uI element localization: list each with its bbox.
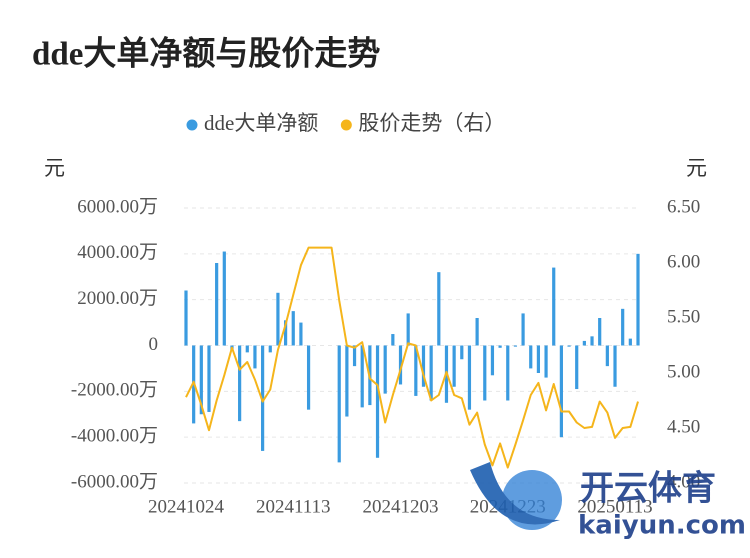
bar: [460, 345, 464, 360]
x-tick-label: 20241113: [256, 496, 331, 517]
x-tick-label: 20250113: [577, 496, 652, 517]
bar: [268, 345, 272, 353]
legend-label: 股价走势（右）: [358, 111, 505, 135]
y2-tick-label: 5.00: [667, 361, 700, 382]
bar: [215, 263, 219, 346]
legend-marker: [340, 119, 352, 131]
bar: [222, 251, 226, 346]
bar: [261, 345, 265, 451]
legend-label: dde大单净额: [204, 111, 318, 135]
chart-title: dde大单净额与股价走势: [32, 36, 380, 73]
legend: dde大单净额 股价走势（右）: [186, 111, 505, 135]
watermark-logo: [470, 462, 560, 525]
bar: [337, 345, 341, 463]
y2-tick-label: 6.50: [667, 196, 700, 217]
bar: [184, 290, 188, 346]
bar: [475, 318, 479, 346]
bar: [621, 308, 625, 346]
bar: [559, 345, 563, 438]
bar: [345, 345, 349, 417]
bar: [276, 292, 280, 346]
y2-tick-label: 6.00: [667, 251, 700, 272]
bar: [575, 345, 579, 390]
bar: [437, 272, 441, 346]
y-tick-label: -4000.00万: [71, 426, 158, 447]
bar: [299, 322, 303, 346]
watermark-site: kaiyun.com: [578, 511, 746, 541]
y-axis-label: 元: [44, 156, 65, 180]
bar: [391, 334, 395, 346]
bar: [414, 345, 418, 396]
bar: [199, 345, 203, 415]
x-tick-label: 20241024: [148, 496, 225, 517]
y2-axis-label: 元: [686, 156, 707, 180]
watermark: 开云体育 kaiyun.com: [470, 462, 746, 541]
bar: [490, 345, 495, 376]
bar: [406, 313, 410, 346]
bar: [452, 345, 456, 387]
bar: [552, 267, 556, 346]
bar: [628, 338, 632, 346]
bar: [238, 345, 242, 422]
bar: [421, 345, 426, 387]
watermark-brand: 开云体育: [580, 469, 716, 509]
bar: [375, 345, 380, 458]
bar: [253, 345, 257, 369]
y-tick-label: -2000.00万: [71, 380, 158, 401]
bar: [567, 345, 571, 347]
bar: [245, 345, 249, 353]
bar: [506, 345, 510, 401]
plot-area: -6000.00万 -4000.00万 -2000.00万 0 2000.00万 4000…: [71, 111, 700, 518]
y2-tick-label: 4.00: [667, 471, 700, 492]
legend-marker: [186, 119, 198, 131]
bar: [352, 345, 357, 367]
y2-tick-label: 4.50: [667, 416, 700, 437]
bar: [636, 253, 640, 346]
y2-tick-label: 5.50: [667, 306, 700, 327]
bar: [598, 318, 602, 346]
bar: [605, 345, 609, 367]
bar: [529, 345, 533, 369]
bar: [513, 345, 518, 347]
bar: [582, 340, 586, 346]
y-tick-label: 0: [149, 334, 159, 355]
y-tick-label: 4000.00万: [77, 242, 158, 263]
bar: [536, 345, 541, 373]
bar: [483, 345, 487, 401]
bar: [613, 345, 617, 387]
y-tick-label: -6000.00万: [71, 471, 158, 492]
bar: [291, 311, 295, 346]
bar: [498, 345, 502, 348]
bar: [360, 345, 364, 408]
bar: [283, 320, 288, 346]
y-tick-label: 2000.00万: [77, 288, 158, 309]
bar: [207, 345, 211, 412]
bar: [590, 336, 594, 346]
price-line: [185, 246, 639, 469]
bar: [467, 345, 472, 410]
bar: [398, 345, 403, 385]
bar: [521, 313, 525, 346]
bar: [306, 345, 311, 410]
bar: [544, 345, 548, 378]
x-tick-label: 20241203: [363, 496, 439, 517]
bar: [383, 345, 387, 394]
y-tick-label: 6000.00万: [77, 196, 158, 217]
bar: [429, 345, 433, 401]
